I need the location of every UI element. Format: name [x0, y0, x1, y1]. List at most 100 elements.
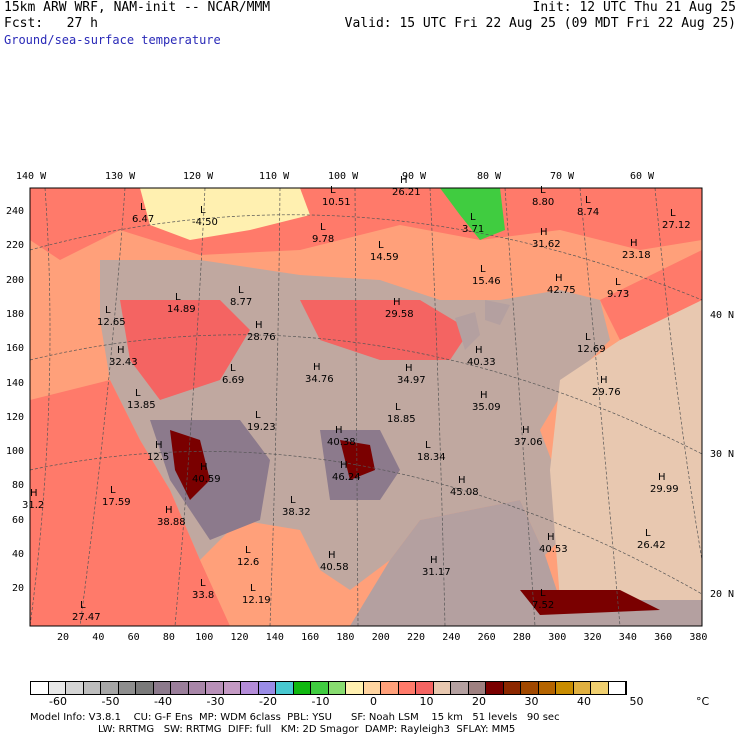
extremum-type: H — [200, 462, 208, 473]
colorbar-swatch — [556, 682, 574, 694]
x-tick-label: 20 — [57, 632, 70, 643]
desert-hottest — [170, 430, 210, 500]
extremum-value: 8.77 — [230, 297, 252, 308]
init-time: Init: 12 UTC Thu 21 Aug 25 — [532, 0, 737, 15]
lon-label: 90 W — [402, 171, 427, 182]
x-tick-label: 240 — [442, 632, 461, 643]
colorbar — [30, 681, 627, 695]
lon-label: 100 W — [328, 171, 359, 182]
extremum-type: H — [522, 425, 530, 436]
meridian-120w — [174, 188, 206, 626]
extremum-type: H — [340, 460, 348, 471]
colorbar-swatch — [608, 682, 626, 694]
extremum-value: 12.65 — [97, 317, 126, 328]
meridian-130w — [79, 188, 126, 626]
extremum-value: 31.17 — [422, 567, 451, 578]
extremum-type: H — [313, 362, 321, 373]
extremum-type: H — [405, 363, 413, 374]
colorbar-swatch — [346, 682, 364, 694]
colorbar-unit: °C — [696, 695, 710, 708]
colorbar-swatch — [171, 682, 189, 694]
hudson-bay-cold — [440, 188, 505, 240]
colorbar-swatch — [363, 682, 381, 694]
extremum-value: 29.58 — [385, 309, 414, 320]
extremum-value: 37.06 — [514, 437, 543, 448]
cuba — [520, 590, 660, 615]
x-tick-label: 120 — [230, 632, 249, 643]
extremum-type: L — [670, 208, 676, 219]
plains-warm — [300, 300, 470, 360]
lon-label: 110 W — [259, 171, 290, 182]
extremum-value: 17.59 — [102, 497, 131, 508]
extremum-type: H — [155, 440, 163, 451]
atlantic-ocean — [550, 300, 702, 600]
extremum-value: 34.97 — [397, 375, 426, 386]
extremum-value: 27.12 — [662, 220, 691, 231]
x-tick-label: 140 — [265, 632, 284, 643]
extremum-type: L — [585, 195, 591, 206]
colorbar-tick-label: -40 — [154, 695, 172, 708]
extremum-type: L — [378, 240, 384, 251]
colorbar-swatch — [521, 682, 539, 694]
extremum-type: L — [290, 495, 296, 506]
extremum-type: H — [658, 472, 666, 483]
y-tick-label: 60 — [12, 514, 25, 526]
extremum-type: H — [555, 273, 563, 284]
extremum-type: L — [615, 277, 621, 288]
colorbar-swatch — [591, 682, 609, 694]
x-tick-label: 60 — [127, 632, 140, 643]
extremum-value: 8.74 — [577, 207, 599, 218]
extremum-type: L — [480, 264, 486, 275]
extremum-value: 40.53 — [539, 544, 568, 555]
extremum-value: 12.6 — [237, 557, 259, 568]
extremum-value: 12.5 — [147, 452, 169, 463]
colorbar-swatch — [486, 682, 504, 694]
colorbar-tick-label: 30 — [524, 695, 539, 708]
extremum-value: 10.51 — [322, 197, 351, 208]
y-tick-label: 200 — [6, 274, 25, 286]
extremum-type: L — [135, 388, 141, 399]
parallel-30n — [30, 334, 702, 455]
extremum-type: L — [470, 212, 476, 223]
extremum-type: H — [540, 227, 548, 238]
y-tick-label: 220 — [6, 240, 25, 252]
extremum-value: 6.69 — [222, 375, 244, 386]
lat-label: 20 N — [710, 589, 735, 600]
extremum-type: H — [630, 238, 638, 249]
lake-michigan — [455, 312, 480, 350]
extremum-value: 19.23 — [247, 422, 276, 433]
x-tick-label: 200 — [371, 632, 390, 643]
colorbar-swatch — [573, 682, 591, 694]
oklahoma-hottest — [340, 440, 375, 480]
extremum-value: -4.50 — [192, 217, 218, 228]
colorbar-swatch — [503, 682, 521, 694]
colorbar-tick-label: 10 — [419, 695, 434, 708]
y-tick-label: 240 — [6, 206, 25, 217]
extremum-value: 23.18 — [622, 250, 651, 261]
extremum-type: L — [175, 292, 181, 303]
y-tick-label: 120 — [6, 411, 25, 423]
colorbar-swatch — [118, 682, 136, 694]
meridian-70w — [579, 188, 621, 626]
extremum-value: 18.85 — [387, 414, 416, 425]
extremum-value: 31.62 — [532, 239, 561, 250]
meridian-90w — [429, 188, 446, 626]
extremum-type: L — [250, 583, 256, 594]
lon-label: 70 W — [550, 171, 575, 182]
extremum-type: H — [475, 345, 483, 356]
extremum-value: 46.24 — [332, 472, 361, 483]
valid-time: Valid: 15 UTC Fri 22 Aug 25 (09 MDT Fri … — [344, 16, 736, 31]
colorbar-swatch — [188, 682, 206, 694]
extremum-type: H — [430, 555, 438, 566]
extremum-type: L — [395, 402, 401, 413]
extremum-type: L — [200, 578, 206, 589]
x-tick-label: 100 — [195, 632, 214, 643]
model-title: 15km ARW WRF, NAM-init -- NCAR/MMM — [4, 0, 271, 15]
extremum-value: 8.80 — [532, 197, 554, 208]
colorbar-swatch — [223, 682, 241, 694]
colorbar-swatch — [328, 682, 346, 694]
x-tick-label: 280 — [512, 632, 531, 643]
extremum-value: 9.78 — [312, 234, 334, 245]
extremum-value: 14.59 — [370, 252, 399, 263]
